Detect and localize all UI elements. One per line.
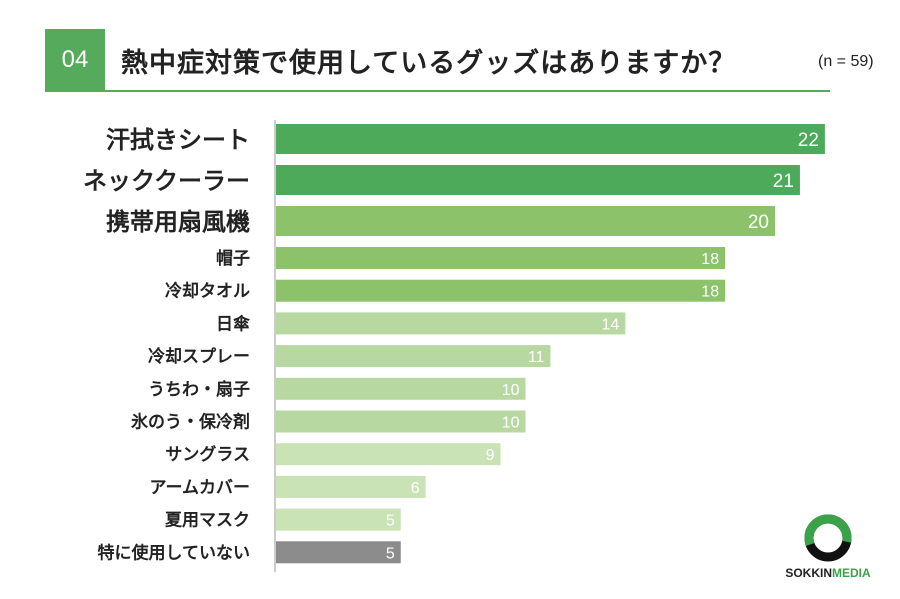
logo-text-part2: MEDIA [832,566,871,580]
bar-3 [276,206,775,236]
bar-10 [276,443,501,466]
header-underline [45,90,830,92]
bar-9 [276,410,526,433]
logo-ring-icon [804,514,852,562]
bar-1 [276,124,825,154]
section-number: 04 [45,29,105,91]
data-label-7: 11 [528,349,545,366]
bar-13 [276,541,401,564]
data-label-5: 18 [701,284,719,301]
category-label-10: サングラス [165,444,250,465]
data-label-2: 21 [773,171,794,192]
category-label-1: 汗拭きシート [106,126,250,154]
category-label-4: 帽子 [216,248,250,269]
bar-8 [276,377,526,400]
data-label-3: 20 [748,212,769,233]
category-label-6: 日傘 [216,313,251,334]
data-label-9: 10 [502,415,520,432]
logo-text: SOKKINMEDIA [778,566,878,580]
logo-text-part1: SOKKIN [785,566,832,580]
chart-header: 04 熱中症対策で使用しているグッズはありますか？ [45,29,830,91]
data-label-1: 22 [798,130,819,151]
category-label-8: うちわ・扇子 [148,379,250,400]
bar-11 [276,475,426,498]
data-label-6: 14 [602,316,620,333]
bar-4 [276,247,726,269]
category-label-12: 夏用マスク [165,511,250,531]
data-label-12: 5 [386,513,395,530]
category-label-5: 冷却タオル [165,281,250,302]
category-label-7: 冷却スプレー [148,346,250,367]
bar-7 [276,345,551,368]
category-label-2: ネッククーラー [83,167,250,195]
bar-2 [276,165,800,195]
category-label-13: 特に使用していない [98,542,251,563]
category-label-9: 氷のう・保冷剤 [131,412,250,433]
data-label-4: 18 [701,251,719,268]
data-label-8: 10 [502,382,520,399]
data-label-13: 5 [386,545,395,562]
data-label-11: 6 [411,480,420,497]
category-label-3: 携帯用扇風機 [106,208,250,236]
chart-title: 熱中症対策で使用しているグッズはありますか？ [121,48,737,79]
category-label-11: アームカバー [150,478,250,498]
data-label-10: 9 [486,447,495,464]
bar-5 [276,279,726,302]
sokkin-media-logo: SOKKINMEDIA [778,512,878,582]
sample-size: (n = 59) [818,53,874,70]
bar-12 [276,508,401,531]
bar-6 [276,312,626,335]
